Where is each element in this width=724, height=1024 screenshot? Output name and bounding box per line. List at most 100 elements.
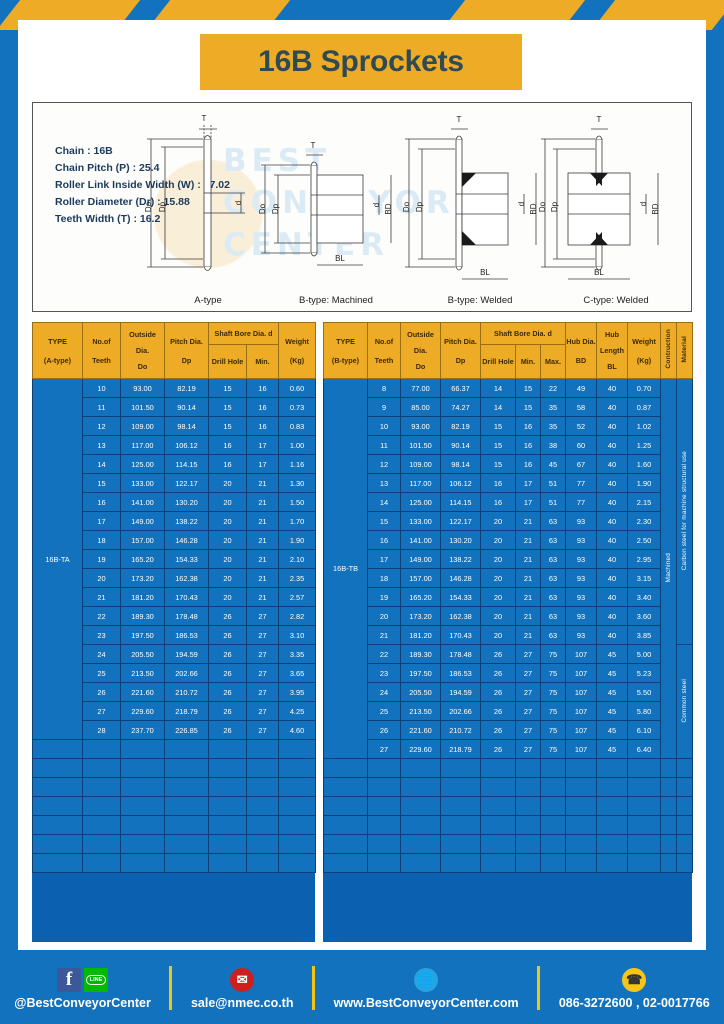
phone-icon[interactable]: ☎	[622, 967, 647, 992]
cell-empty	[245, 853, 280, 873]
mail-icon[interactable]: ✉	[230, 967, 255, 992]
cell-empty	[120, 777, 165, 797]
cell-empty	[120, 815, 165, 835]
cell-empty	[82, 777, 121, 797]
cell-empty	[367, 834, 401, 854]
cell-pitch-dia: 82.19	[164, 378, 209, 398]
cell-empty	[565, 758, 597, 778]
footer-email[interactable]: ✉ sale@nmec.co.th	[181, 967, 304, 1010]
cell-teeth: 20	[367, 606, 401, 626]
cell-bore-min: 21	[515, 606, 541, 626]
svg-text:T: T	[457, 115, 462, 124]
footer-website[interactable]: 🌐 www.BestConveyorCenter.com	[324, 967, 529, 1010]
cell-hub-dia: 67	[565, 454, 597, 474]
cell-weight: 1.90	[627, 473, 661, 493]
footer-social[interactable]: f LINE @BestConveyorCenter	[4, 967, 161, 1010]
cell-empty	[515, 834, 541, 854]
cell-bore-min: 21	[515, 625, 541, 645]
cell-drill-hole: 26	[208, 625, 247, 645]
cell-empty	[367, 815, 401, 835]
svg-text:d: d	[639, 202, 648, 206]
cell-outside-dia: 205.50	[120, 644, 165, 664]
diagram-label-c-type-welded: C-type: Welded	[583, 295, 649, 306]
line-icon[interactable]: LINE	[84, 967, 109, 992]
cell-teeth: 18	[367, 568, 401, 588]
cell-weight: 6.10	[627, 720, 661, 740]
cell-empty	[660, 777, 677, 797]
cell-bore-min: 21	[245, 549, 280, 569]
cell-empty	[627, 796, 661, 816]
cell-bore-min: 21	[515, 530, 541, 550]
facebook-icon[interactable]: f	[57, 967, 82, 992]
cell-bore-min: 21	[245, 587, 280, 607]
cell-empty	[676, 758, 693, 778]
cell-outside-dia: 85.00	[400, 397, 441, 417]
cell-empty	[596, 796, 628, 816]
cell-pitch-dia: 122.17	[164, 473, 209, 493]
globe-icon[interactable]: 🌐	[414, 967, 439, 992]
cell-empty	[540, 796, 566, 816]
cell-empty	[164, 834, 209, 854]
footer-phone[interactable]: ☎ 086-3272600 , 02-0017766	[549, 967, 720, 1010]
cell-empty	[278, 853, 317, 873]
spec-line-roller-width: Roller Link Inside Width (W) : 17.02	[55, 179, 230, 191]
cell-empty	[278, 815, 317, 835]
table-row: 24 205.50 194.59 26 27 75 107 45 5.50	[324, 682, 693, 702]
cell-empty	[208, 796, 247, 816]
cell-weight: 1.50	[278, 492, 317, 512]
cell-hub-length: 40	[596, 397, 628, 417]
cell-hub-dia: 93	[565, 530, 597, 550]
cell-drill-hole: 26	[480, 644, 516, 664]
cell-weight: 1.70	[278, 511, 317, 531]
cell-empty	[323, 758, 368, 778]
cell-empty	[627, 834, 661, 854]
cell-teeth: 16	[367, 530, 401, 550]
cell-empty	[208, 758, 247, 778]
th-a-outside-dia: Outside Dia. Do	[120, 322, 165, 379]
cell-drill-hole: 14	[480, 397, 516, 417]
cell-weight: 3.60	[627, 606, 661, 626]
cell-weight: 1.90	[278, 530, 317, 550]
cell-hub-length: 45	[596, 682, 628, 702]
cell-outside-dia: 221.60	[400, 720, 441, 740]
cell-teeth: 17	[82, 511, 121, 531]
cell-drill-hole: 26	[480, 663, 516, 683]
svg-text:BD: BD	[651, 203, 660, 214]
cell-teeth: 27	[82, 701, 121, 721]
cell-hub-length: 40	[596, 378, 628, 398]
cell-empty	[32, 777, 83, 797]
cell-empty	[323, 834, 368, 854]
cell-empty	[164, 777, 209, 797]
cell-empty	[82, 853, 121, 873]
table-row-empty	[323, 853, 693, 873]
cell-empty	[515, 796, 541, 816]
cell-bore-max: 75	[540, 663, 566, 683]
cell-bore-min: 27	[515, 682, 541, 702]
cell-drill-hole: 14	[480, 378, 516, 398]
cell-teeth: 10	[367, 416, 401, 436]
cell-hub-length: 40	[596, 435, 628, 455]
cell-empty	[120, 834, 165, 854]
cell-outside-dia: 101.50	[120, 397, 165, 417]
cell-empty	[245, 815, 280, 835]
cell-bore-min: 27	[245, 644, 280, 664]
cell-empty	[565, 796, 597, 816]
cell-drill-hole: 20	[208, 492, 247, 512]
cell-bore-min: 15	[515, 378, 541, 398]
cell-empty	[515, 853, 541, 873]
svg-text:d: d	[234, 201, 243, 205]
cell-outside-dia: 197.50	[120, 625, 165, 645]
diagram-label-b-type-welded: B-type: Welded	[447, 295, 513, 306]
cell-outside-dia: 229.60	[120, 701, 165, 721]
th-b-outside-dia: Outside Dia. Do	[400, 322, 441, 379]
cell-pitch-dia: 154.33	[440, 587, 481, 607]
cell-empty	[120, 796, 165, 816]
cell-type-label: 16B-TB	[323, 378, 368, 759]
cell-weight: 2.15	[627, 492, 661, 512]
cell-bore-min: 21	[245, 568, 280, 588]
diagram-b-type-machined: T Do Dp d BD	[258, 141, 393, 266]
cell-empty	[278, 796, 317, 816]
cell-teeth: 12	[82, 416, 121, 436]
cell-empty	[367, 853, 401, 873]
cell-drill-hole: 15	[208, 416, 247, 436]
